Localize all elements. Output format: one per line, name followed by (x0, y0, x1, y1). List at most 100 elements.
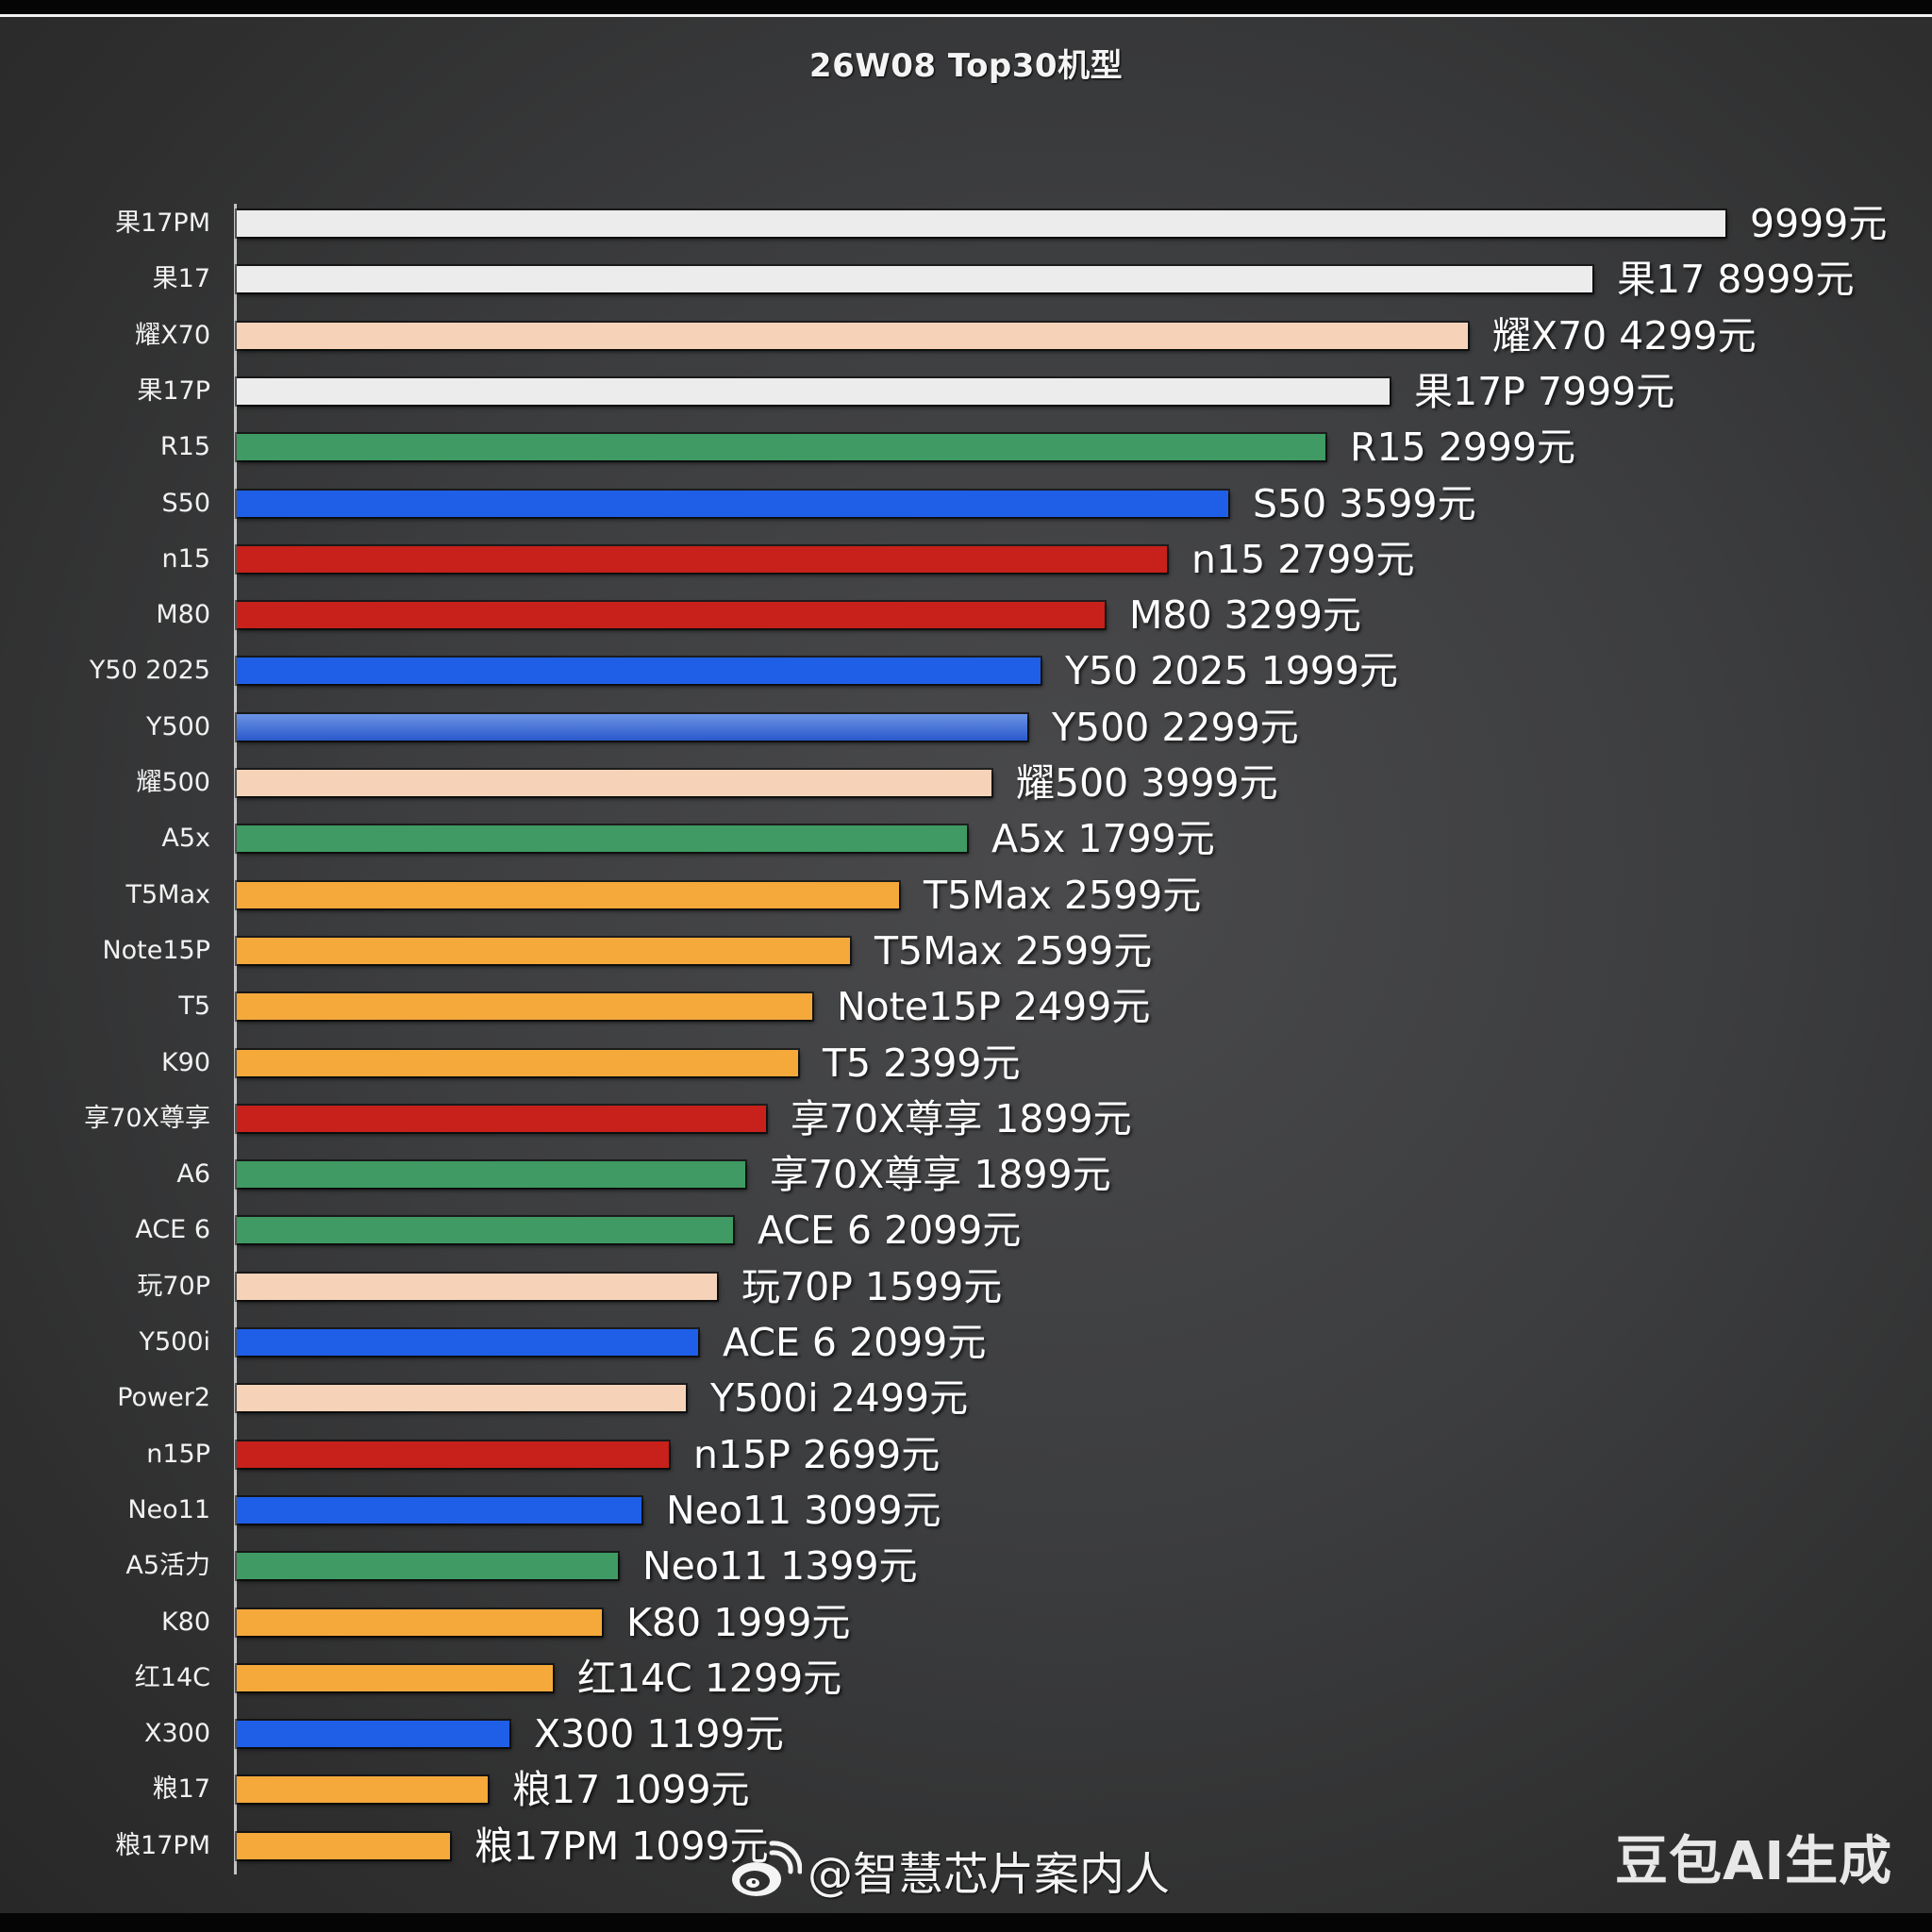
bar (237, 1217, 733, 1244)
value-label: T5 2399元 (823, 1040, 1021, 1086)
bar-row: 粮17PM 粮17PM 1099元 (0, 1824, 1932, 1869)
top-border (0, 0, 1932, 14)
bar (237, 1496, 641, 1524)
bar (237, 490, 1228, 517)
bar-row: 耀X70 耀X70 4299元 (0, 313, 1932, 358)
bar (237, 770, 991, 796)
category-label: 耀500 (136, 768, 210, 797)
top-divider-line (0, 14, 1932, 17)
value-label: Y50 2025 1999元 (1065, 648, 1398, 694)
bar-row: 果17 果17 8999元 (0, 257, 1932, 302)
value-label: T5Max 2599元 (924, 872, 1202, 918)
category-label: 果17 (152, 264, 210, 294)
bar (237, 1329, 698, 1356)
category-label: K80 (160, 1607, 210, 1637)
bar-row: 红14C 红14C 1299元 (0, 1656, 1932, 1701)
bar-row: 果17P 果17P 7999元 (0, 369, 1932, 414)
y-axis-line (234, 204, 237, 1874)
value-label: 享70X尊享 1899元 (791, 1095, 1132, 1141)
bar-row: 玩70P 玩70P 1599元 (0, 1264, 1932, 1309)
bar (237, 1273, 717, 1300)
category-label: 享70X尊享 (84, 1103, 210, 1133)
bar (237, 937, 850, 964)
value-label: Y500 2299元 (1052, 704, 1299, 750)
value-label: A5x 1799元 (991, 816, 1215, 862)
category-label: 果17PM (115, 208, 210, 238)
bar-row: n15P n15P 2699元 (0, 1432, 1932, 1477)
category-label: 耀X70 (135, 320, 210, 350)
ai-generated-watermark: 豆包AI生成 (1615, 1831, 1893, 1892)
bar-row: n15 n15 2799元 (0, 537, 1932, 582)
bar-row: 耀500 耀500 3999元 (0, 760, 1932, 806)
category-label: R15 (159, 432, 210, 462)
bar-row: M80 M80 3299元 (0, 592, 1932, 638)
value-label: T5Max 2599元 (874, 927, 1153, 974)
value-label: 耀500 3999元 (1016, 760, 1278, 806)
value-label: M80 3299元 (1129, 592, 1361, 639)
bar (237, 993, 812, 1021)
value-label: Neo11 1399元 (642, 1543, 918, 1590)
category-label: n15 (161, 543, 210, 574)
category-label: Note15P (102, 935, 210, 965)
bar (237, 1161, 745, 1189)
value-label: 耀X70 4299元 (1492, 312, 1757, 358)
value-label: Neo11 3099元 (666, 1487, 941, 1533)
weibo-logo-icon (732, 1840, 802, 1896)
category-label: T5Max (125, 879, 211, 909)
bar-row: Note15P T5Max 2599元 (0, 928, 1932, 974)
category-label: 粮17 (152, 1774, 210, 1805)
bar-row: A5活力 Neo11 1399元 (0, 1543, 1932, 1589)
bar (237, 266, 1592, 293)
bar (237, 825, 967, 853)
bar (237, 881, 899, 908)
bar-row: Neo11 Neo11 3099元 (0, 1488, 1932, 1533)
weibo-handle: @智慧芯片案内人 (808, 1848, 1171, 1901)
bar-row: Y500 Y500 2299元 (0, 705, 1932, 750)
bar (237, 1832, 450, 1859)
bar-row: Y500i ACE 6 2099元 (0, 1320, 1932, 1365)
bar-row: R15 R15 2999元 (0, 425, 1932, 470)
category-label: S50 (161, 488, 211, 518)
bar (237, 210, 1725, 237)
weibo-watermark: @智慧芯片案内人 (728, 1840, 1171, 1901)
value-label: 享70X尊享 1899元 (770, 1152, 1111, 1198)
bar-row: S50 S50 3599元 (0, 481, 1932, 526)
category-label: T5 (178, 991, 210, 1022)
bar-row: A5x A5x 1799元 (0, 816, 1932, 861)
bar (237, 434, 1325, 461)
value-label: 果17P 7999元 (1414, 368, 1675, 414)
category-label: Power2 (117, 1383, 210, 1413)
bar (237, 1721, 509, 1748)
bar (237, 1553, 618, 1580)
category-label: ACE 6 (135, 1215, 210, 1245)
value-label: 粮17 1099元 (512, 1767, 750, 1813)
value-label: ACE 6 2099元 (758, 1208, 1022, 1254)
bar-row: Power2 Y500i 2499元 (0, 1375, 1932, 1421)
bar (237, 1441, 669, 1468)
bar (237, 377, 1390, 405)
value-label: n15 2799元 (1191, 536, 1415, 582)
bar-row: ACE 6 ACE 6 2099元 (0, 1208, 1932, 1253)
value-label: K80 1999元 (626, 1599, 851, 1645)
category-label: K90 (160, 1047, 210, 1077)
category-label: A5x (161, 824, 210, 854)
bar-row: T5 Note15P 2499元 (0, 984, 1932, 1029)
value-label: Note15P 2499元 (837, 984, 1151, 1030)
bar-row: K90 T5 2399元 (0, 1041, 1932, 1086)
bar (237, 1049, 798, 1076)
bar-row: T5Max T5Max 2599元 (0, 873, 1932, 918)
bar (237, 1105, 766, 1132)
category-label: A5活力 (125, 1551, 210, 1581)
bar (237, 658, 1041, 685)
category-label: Neo11 (127, 1494, 210, 1524)
value-label: 红14C 1299元 (577, 1655, 842, 1701)
value-label: S50 3599元 (1253, 480, 1476, 526)
value-label: Y500i 2499元 (710, 1375, 969, 1422)
category-label: X300 (143, 1719, 210, 1749)
category-label: 玩70P (137, 1271, 210, 1301)
value-label: R15 2999元 (1350, 425, 1576, 471)
value-label: 玩70P 1599元 (741, 1263, 1003, 1309)
value-label: 粮17PM 1099元 (475, 1823, 769, 1869)
bar-row: 果17PM 9999元 (0, 201, 1932, 246)
bar-row: 享70X尊享 享70X尊享 1899元 (0, 1096, 1932, 1141)
